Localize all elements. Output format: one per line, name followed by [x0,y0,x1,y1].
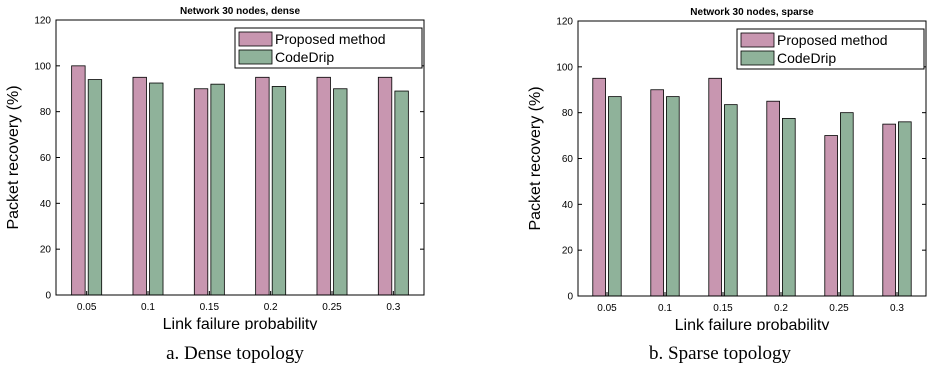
bar-codedrip [211,84,224,295]
legend-label: CodeDrip [275,49,334,65]
x-tick-label: 0.15 [713,303,733,314]
chart-title: Network 30 nodes, sparse [690,7,814,18]
bar-proposed [72,66,85,295]
chart-sparse: Network 30 nodes, sparse 0 20 40 60 80 100 120 0… [470,0,929,376]
bar-codedrip [272,86,285,295]
y-tick-label: 120 [34,16,51,27]
legend-swatch [741,51,774,65]
bar-proposed [767,101,780,296]
legend-label: Proposed method [777,32,888,48]
chart-caption: b. Sparse topology [525,343,915,365]
y-tick-label: 0 [567,292,573,303]
x-tick-label: 0.2 [264,302,278,313]
bar-codedrip [666,97,679,296]
y-tick-label: 60 [562,154,574,165]
y-axis-label: Packet recovery (%) [5,85,22,229]
bar-codedrip [150,83,163,295]
bar-proposed [825,136,838,296]
x-tick-label: 0.3 [890,303,904,314]
x-tick-label: 0.3 [386,302,400,313]
chart-caption: a. Dense topology [40,343,430,365]
y-tick-label: 20 [562,246,574,257]
bar-proposed [317,77,330,295]
chart-title: Network 30 nodes, dense [180,6,300,17]
y-tick-label: 80 [40,107,52,118]
bar-codedrip [724,105,737,296]
y-tick-label: 80 [562,108,574,119]
x-tick-label: 0.15 [200,302,220,313]
bar-proposed [883,124,896,296]
y-tick-label: 40 [562,200,574,211]
bar-proposed [256,77,269,295]
bar-proposed [709,78,722,296]
bar-proposed [593,78,606,296]
bar-codedrip [840,113,853,296]
y-tick-label: 100 [34,61,51,72]
legend-swatch [239,50,272,64]
legend-swatch [741,33,774,47]
y-tick-label: 100 [556,62,573,73]
chart-dense: Network 30 nodes, dense 0 20 40 60 80 100 120 0.… [0,0,470,376]
bar-proposed [378,77,391,295]
y-tick-label: 0 [45,291,51,302]
y-tick-label: 40 [40,199,52,210]
bar-proposed [651,90,664,296]
legend-swatch [239,32,272,46]
x-tick-label: 0.25 [322,302,342,313]
chart-sparse-svg: Network 30 nodes, sparse 0 20 40 60 80 100 120 0… [470,0,929,330]
x-tick-label: 0.25 [829,303,849,314]
chart-dense-svg: Network 30 nodes, dense 0 20 40 60 80 100 120 0.… [0,0,470,330]
x-tick-label: 0.1 [141,302,155,313]
bar-proposed [133,77,146,295]
x-tick-label: 0.1 [658,303,672,314]
bar-codedrip [782,118,795,296]
y-tick-label: 120 [556,17,573,28]
legend-label: Proposed method [275,31,386,47]
x-tick-label: 0.05 [597,303,617,314]
bar-codedrip [395,91,408,295]
bar-codedrip [608,97,621,296]
y-axis-label: Packet recovery (%) [527,86,544,230]
x-tick-label: 0.2 [774,303,788,314]
bar-codedrip [334,89,347,295]
y-tick-label: 60 [40,153,52,164]
legend-label: CodeDrip [777,50,836,66]
x-axis-label: Link failure probability [675,317,830,330]
bar-codedrip [898,122,911,296]
x-tick-label: 0.05 [77,302,97,313]
y-tick-label: 20 [40,245,52,256]
x-axis-label: Link failure probability [163,316,318,330]
bar-proposed [194,89,207,295]
bar-codedrip [88,80,101,295]
